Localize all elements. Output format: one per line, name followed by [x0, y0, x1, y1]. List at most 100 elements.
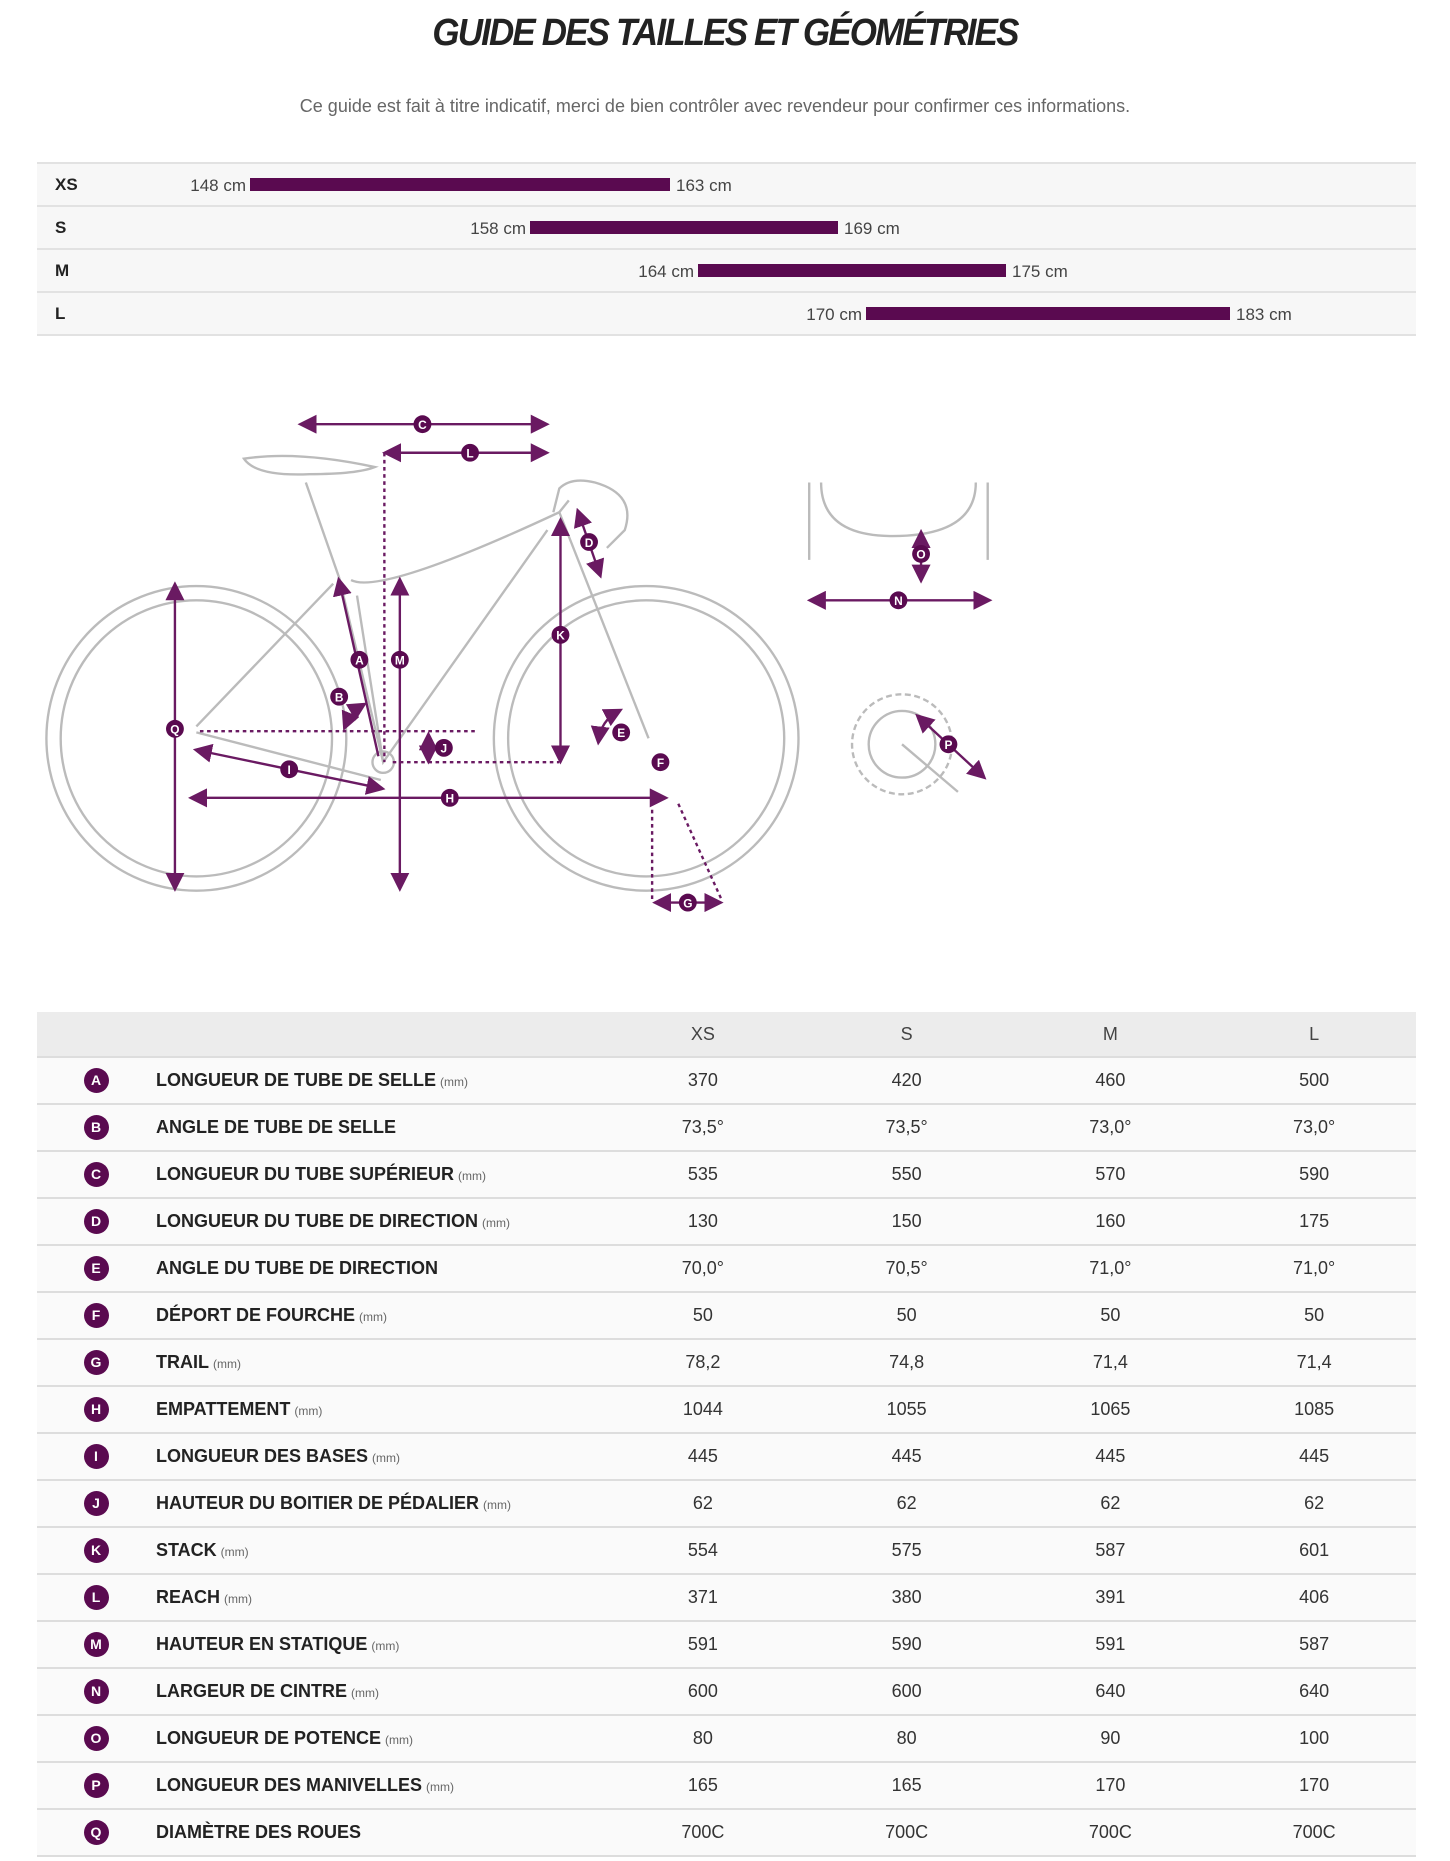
value-s: 73,5°: [804, 1103, 1009, 1151]
table-row: B ANGLE DE TUBE DE SELLE 73,5° 73,5° 73,0° 7…: [37, 1103, 1416, 1151]
rider-height-chart: XS 148 cm 163 cm S 158 cm 169 cm M 164 cm …: [37, 162, 1416, 336]
value-xs: 73,5°: [601, 1103, 805, 1151]
table-row: D LONGUEUR DU TUBE DE DIRECTION (mm) 130 15…: [37, 1197, 1416, 1245]
col-s: S: [804, 1012, 1009, 1057]
value-m: 90: [1008, 1714, 1213, 1762]
diagram-label-k: K: [551, 625, 570, 644]
measure-unit: (mm): [372, 1451, 401, 1465]
size-label: S: [55, 218, 67, 237]
measure-name: ANGLE DU TUBE DE DIRECTION: [156, 1258, 439, 1278]
table-row: F DÉPORT DE FOURCHE (mm) 50 50 50 50: [37, 1291, 1416, 1339]
table-row: K STACK (mm) 554 575 587 601: [37, 1526, 1416, 1574]
svg-text:B: B: [335, 690, 344, 704]
value-m: 1065: [1008, 1385, 1213, 1433]
page-subtitle: Ce guide est fait à titre indicatif, mer…: [299, 96, 1131, 116]
value-xs: 70,0°: [601, 1244, 805, 1292]
value-m: 73,0°: [1008, 1103, 1213, 1151]
svg-text:H: H: [446, 792, 455, 806]
max-height: 163 cm: [676, 176, 732, 195]
value-s: 150: [804, 1197, 1009, 1245]
value-l: 170: [1212, 1761, 1416, 1809]
diagram-label-p: P: [939, 735, 958, 754]
measure-badge: C: [83, 1162, 109, 1187]
col-l: L: [1212, 1012, 1416, 1057]
value-l: 1085: [1212, 1385, 1416, 1433]
table-row: J HAUTEUR DU BOITIER DE PÉDALIER (mm) 62 62…: [37, 1479, 1416, 1527]
diagram-label-n: N: [889, 591, 908, 610]
value-s: 70,5°: [804, 1244, 1009, 1292]
value-s: 1055: [804, 1385, 1009, 1433]
table-row: O LONGUEUR DE POTENCE (mm) 80 80 90 100: [37, 1714, 1416, 1762]
diagram-label-h: H: [440, 788, 459, 807]
value-xs: 50: [601, 1291, 805, 1339]
svg-text:Q: Q: [170, 723, 179, 737]
measure-badge: N: [83, 1679, 109, 1704]
value-m: 71,0°: [1008, 1244, 1213, 1292]
measure-badge: P: [83, 1773, 109, 1798]
value-xs: 78,2: [601, 1338, 805, 1386]
measure-name: LONGUEUR DE POTENCE: [156, 1728, 382, 1748]
diagram-label-j: J: [434, 738, 453, 757]
size-row-l: L 170 cm 183 cm: [37, 293, 1416, 336]
min-height: 148 cm: [190, 176, 246, 195]
table-row: L REACH (mm) 371 380 391 406: [37, 1573, 1416, 1621]
table-row: C LONGUEUR DU TUBE SUPÉRIEUR (mm) 535 550 57…: [37, 1150, 1416, 1198]
diagram-label-g: G: [678, 893, 697, 912]
value-l: 100: [1212, 1714, 1416, 1762]
measure-name: TRAIL: [156, 1352, 209, 1372]
value-s: 575: [804, 1526, 1009, 1574]
value-m: 640: [1008, 1667, 1213, 1715]
measure-unit: (mm): [483, 1498, 511, 1512]
value-m: 160: [1008, 1197, 1213, 1245]
table-header: XS S M L: [37, 1012, 1416, 1057]
measure-badge: I: [83, 1444, 109, 1469]
diagram-label-b: B: [330, 687, 349, 706]
value-m: 50: [1008, 1291, 1213, 1339]
value-xs: 535: [601, 1150, 805, 1198]
svg-text:P: P: [944, 738, 952, 752]
measure-unit: (mm): [359, 1310, 387, 1324]
measure-unit: (mm): [385, 1733, 414, 1747]
value-l: 587: [1212, 1620, 1416, 1668]
diagram-label-d: D: [580, 533, 598, 551]
geometry-diagram: A B C D E F G H I J K L M N O P Q: [45, 414, 993, 913]
diagram-label-c: C: [413, 415, 432, 434]
value-xs: 370: [601, 1056, 805, 1104]
diagram-label-e: E: [612, 723, 631, 742]
table-row: I LONGUEUR DES BASES (mm) 445 445 445 445: [37, 1432, 1416, 1480]
measure-unit: (mm): [440, 1075, 469, 1089]
value-l: 50: [1212, 1291, 1416, 1339]
value-m: 700C: [1008, 1808, 1213, 1857]
measure-name: LARGEUR DE CINTRE: [156, 1681, 348, 1701]
value-m: 170: [1008, 1761, 1213, 1809]
value-s: 50: [804, 1291, 1009, 1339]
table-row: N LARGEUR DE CINTRE (mm) 600 600 640 640: [37, 1667, 1416, 1715]
value-m: 587: [1008, 1526, 1213, 1574]
value-xs: 1044: [601, 1385, 805, 1433]
table-row: A LONGUEUR DE TUBE DE SELLE (mm) 370 420 460…: [37, 1056, 1416, 1104]
measure-name: HAUTEUR EN STATIQUE: [156, 1634, 368, 1654]
value-l: 71,4: [1212, 1338, 1416, 1386]
diagram-label-i: I: [280, 760, 299, 779]
measure-name: DIAMÈTRE DES ROUES: [156, 1822, 362, 1842]
height-range-bar: [250, 178, 670, 191]
table-row: H EMPATTEMENT (mm) 1044 1055 1065 1085: [37, 1385, 1416, 1433]
measure-name: DÉPORT DE FOURCHE: [156, 1305, 356, 1325]
value-s: 700C: [804, 1808, 1009, 1857]
svg-text:K: K: [556, 629, 565, 643]
measure-badge: H: [83, 1397, 109, 1422]
measure-name: LONGUEUR DE TUBE DE SELLE: [156, 1070, 437, 1090]
svg-text:M: M: [395, 654, 405, 668]
col-m: M: [1008, 1012, 1213, 1057]
value-m: 391: [1008, 1573, 1213, 1621]
measure-badge: E: [83, 1256, 109, 1281]
svg-text:L: L: [466, 447, 473, 461]
value-l: 640: [1212, 1667, 1416, 1715]
value-xs: 62: [601, 1479, 805, 1527]
value-m: 445: [1008, 1432, 1213, 1480]
size-label: L: [55, 304, 66, 323]
value-xs: 371: [601, 1573, 805, 1621]
min-height: 170 cm: [806, 305, 862, 324]
svg-text:N: N: [894, 594, 903, 608]
measure-unit: (mm): [294, 1404, 323, 1418]
